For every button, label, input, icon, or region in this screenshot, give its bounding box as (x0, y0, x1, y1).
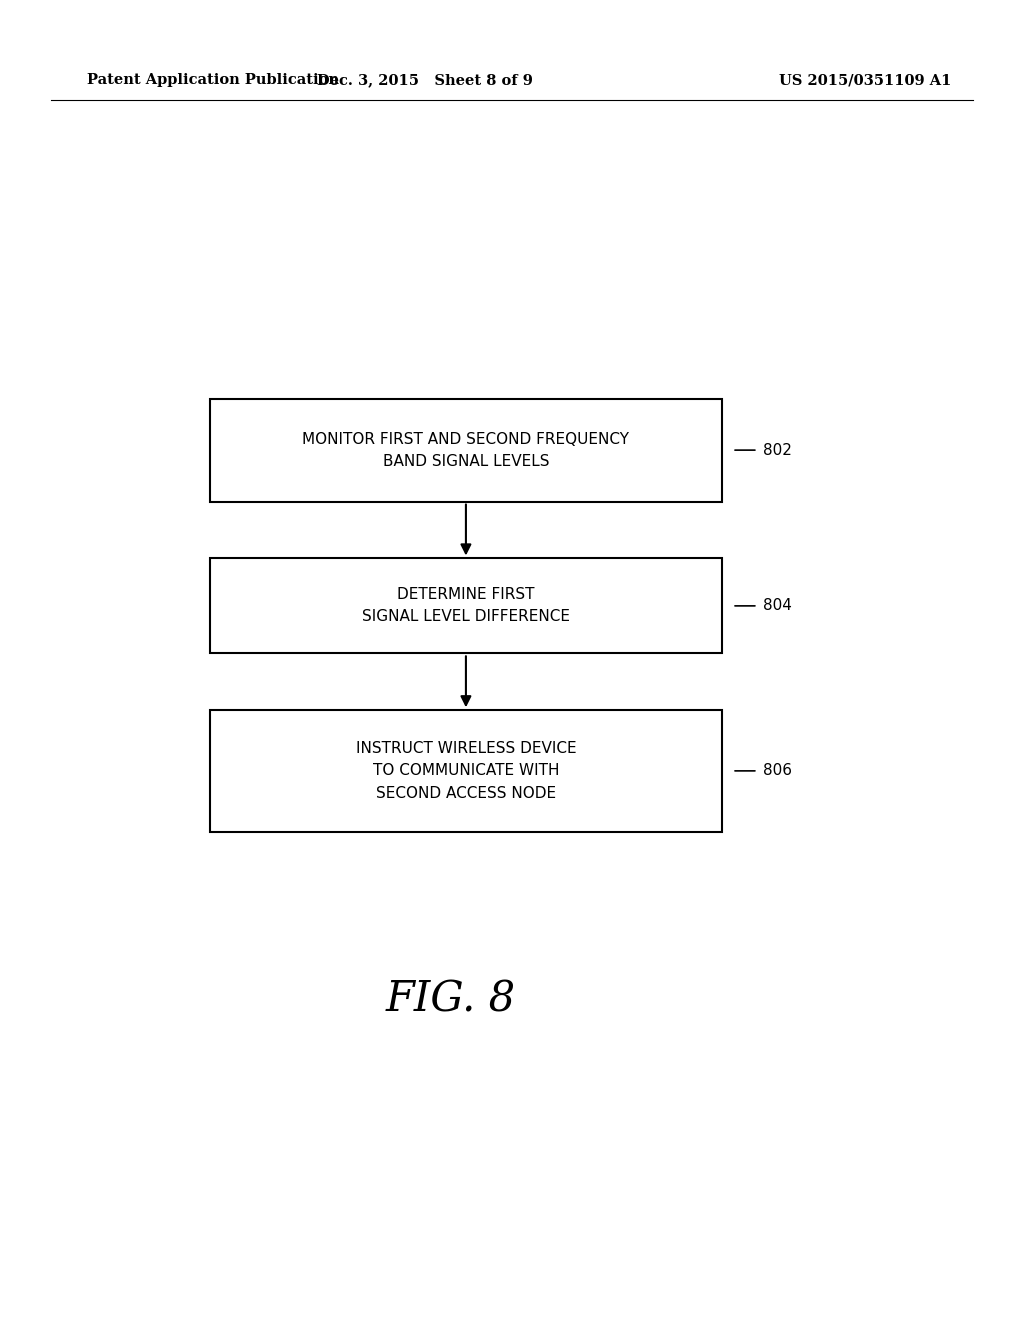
Text: US 2015/0351109 A1: US 2015/0351109 A1 (779, 73, 951, 87)
Bar (210, 558, 722, 653)
Bar (210, 399, 722, 502)
Text: 804: 804 (763, 598, 792, 614)
Text: MONITOR FIRST AND SECOND FREQUENCY
BAND SIGNAL LEVELS: MONITOR FIRST AND SECOND FREQUENCY BAND … (302, 432, 630, 469)
Text: 806: 806 (763, 763, 792, 779)
Text: Dec. 3, 2015   Sheet 8 of 9: Dec. 3, 2015 Sheet 8 of 9 (317, 73, 532, 87)
Text: 802: 802 (763, 442, 792, 458)
Text: Patent Application Publication: Patent Application Publication (87, 73, 339, 87)
Text: DETERMINE FIRST
SIGNAL LEVEL DIFFERENCE: DETERMINE FIRST SIGNAL LEVEL DIFFERENCE (361, 587, 570, 624)
Text: INSTRUCT WIRELESS DEVICE
TO COMMUNICATE WITH
SECOND ACCESS NODE: INSTRUCT WIRELESS DEVICE TO COMMUNICATE … (355, 741, 577, 800)
Text: FIG. 8: FIG. 8 (385, 979, 516, 1020)
Bar (210, 710, 722, 832)
